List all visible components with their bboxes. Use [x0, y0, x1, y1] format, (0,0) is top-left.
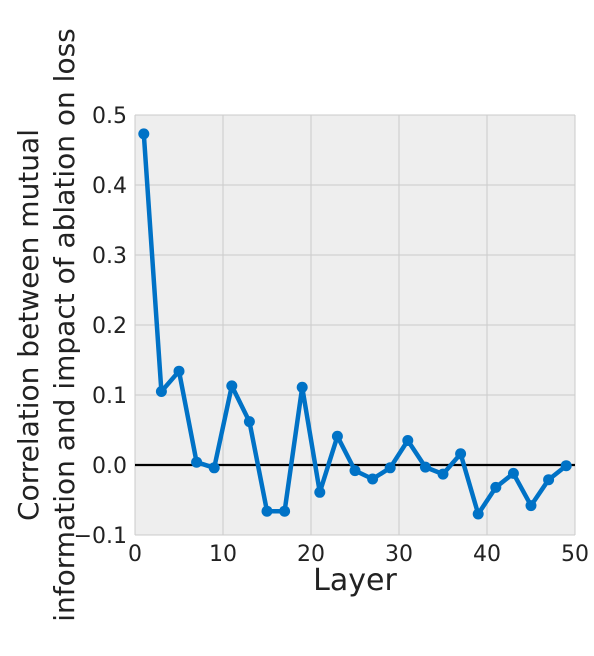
- data-point: [279, 505, 291, 517]
- data-point: [226, 380, 238, 392]
- data-point: [208, 462, 220, 474]
- y-axis-label-line-1: Correlation between mutual: [12, 129, 45, 521]
- data-point: [261, 505, 273, 517]
- data-point: [243, 416, 255, 428]
- y-tick-label: 0.5: [92, 104, 127, 129]
- data-point: [384, 462, 396, 474]
- tick-labels: 0 10 20 30 40 50 −0.1 0.0 0.1 0.2 0.3 0.4 0.5: [74, 104, 589, 567]
- data-point: [507, 467, 519, 479]
- data-point: [173, 365, 185, 377]
- data-point: [349, 465, 361, 477]
- x-axis-label: Layer: [313, 563, 397, 598]
- x-tick-label: 0: [128, 542, 142, 567]
- data-point: [314, 486, 326, 498]
- y-tick-label: 0.0: [92, 454, 127, 479]
- x-tick-label: 40: [473, 542, 501, 567]
- data-point: [296, 381, 308, 393]
- data-point: [543, 474, 555, 486]
- x-tick-label: 20: [297, 542, 325, 567]
- y-tick-label: 0.4: [92, 174, 127, 199]
- x-tick-label: 10: [209, 542, 237, 567]
- x-tick-label: 30: [385, 542, 413, 567]
- x-tick-label: 50: [561, 542, 589, 567]
- data-point: [437, 468, 449, 480]
- data-point: [455, 448, 467, 460]
- data-point: [155, 386, 167, 397]
- data-point: [525, 500, 537, 512]
- data-point: [138, 128, 150, 140]
- data-point: [560, 460, 572, 472]
- data-point: [472, 508, 484, 520]
- y-tick-label: 0.2: [92, 314, 127, 339]
- data-point: [367, 473, 379, 485]
- data-point: [331, 430, 343, 442]
- y-axis-label-line-2: information and impact of ablation on lo…: [48, 28, 81, 622]
- y-tick-label: −0.1: [74, 524, 127, 549]
- data-point: [419, 461, 431, 473]
- data-point: [490, 481, 502, 493]
- data-point: [191, 456, 203, 468]
- data-point: [402, 435, 414, 446]
- y-tick-label: 0.1: [92, 384, 127, 409]
- series-layer: [138, 128, 572, 520]
- y-tick-label: 0.3: [92, 244, 127, 269]
